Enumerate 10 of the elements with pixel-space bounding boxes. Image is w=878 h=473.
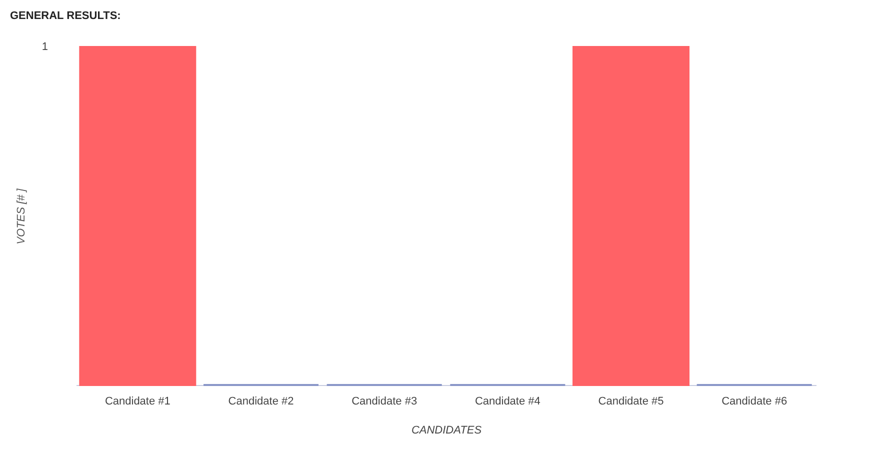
chart-title: GENERAL RESULTS: [10, 10, 121, 22]
y-axis-title: VOTES [# ] [16, 188, 28, 244]
x-tick-label: Candidate #6 [722, 396, 788, 408]
x-tick-label: Candidate #1 [104, 396, 170, 408]
x-axis-title: CANDIDATES [411, 424, 482, 436]
x-tick-label: Candidate #4 [474, 396, 540, 408]
x-tick-label: Candidate #5 [598, 396, 664, 408]
x-tick-label: Candidate #2 [228, 396, 294, 408]
text: 1 [42, 41, 48, 53]
x-tick-label: Candidate #3 [352, 396, 418, 408]
